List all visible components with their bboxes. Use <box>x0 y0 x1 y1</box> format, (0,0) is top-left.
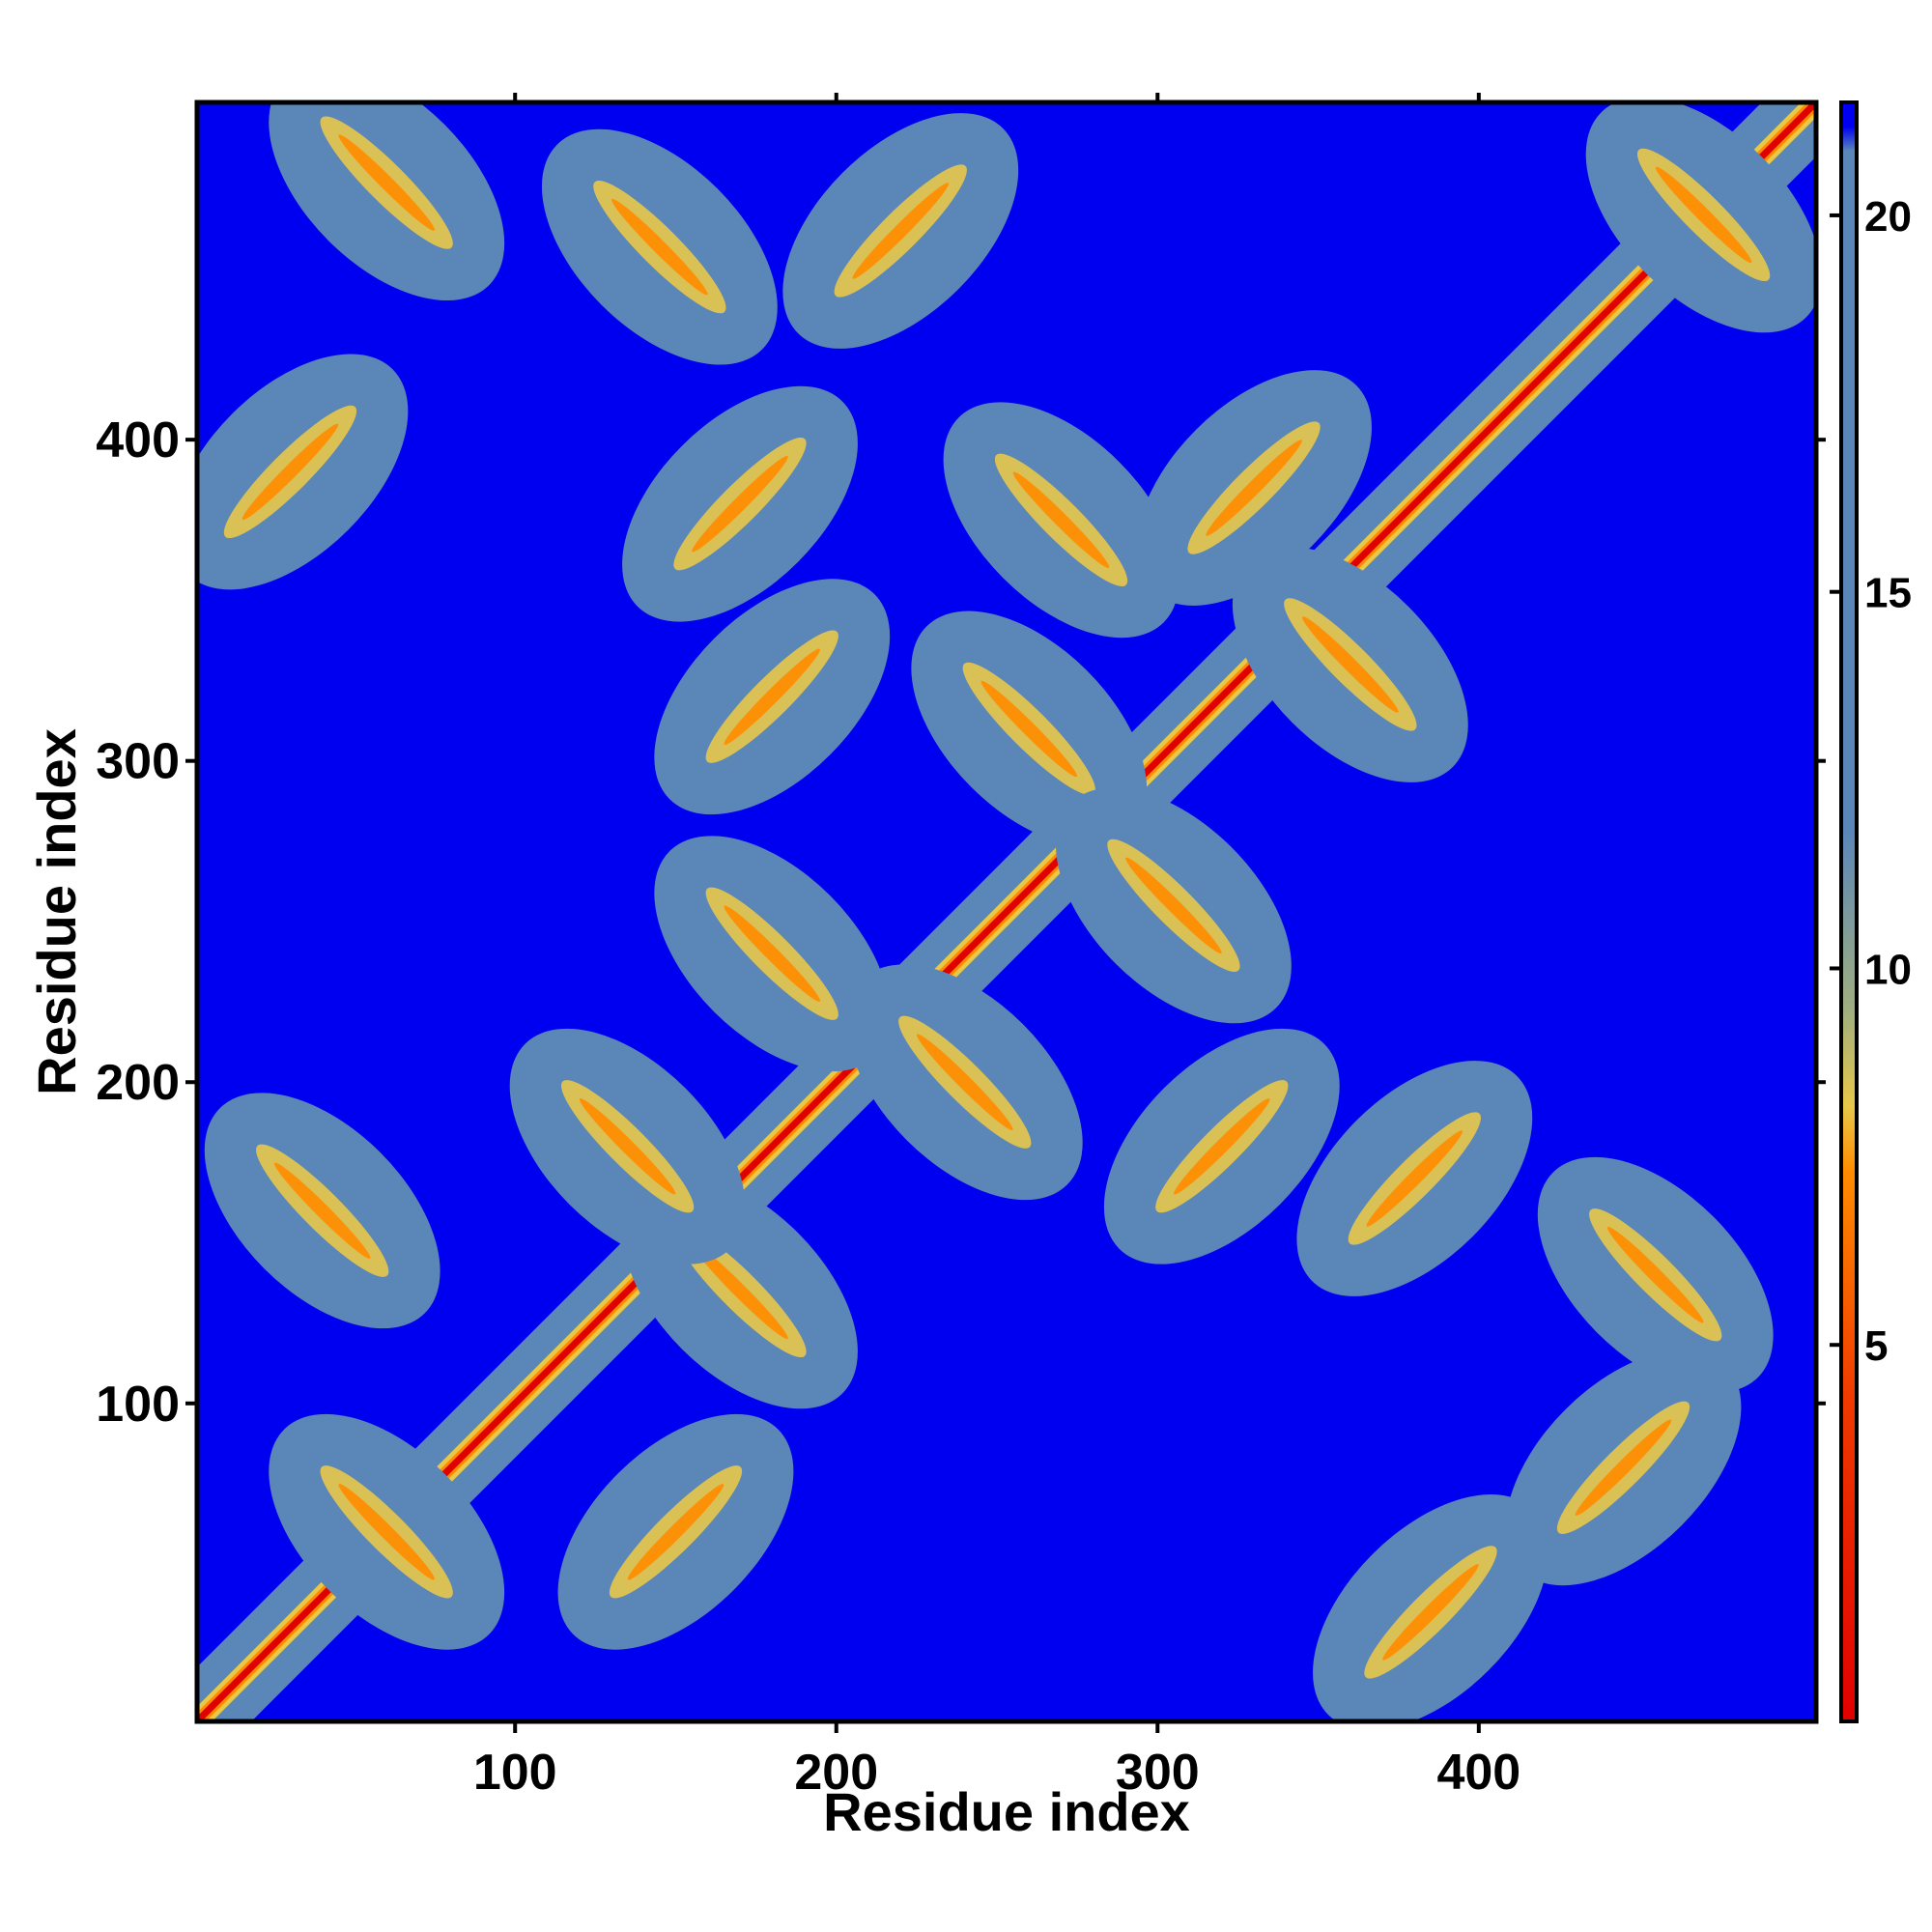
y-tick-label: 100 <box>96 1377 180 1433</box>
contact-feature <box>269 1413 505 1650</box>
contact-core <box>1302 616 1399 713</box>
x-tick-label: 400 <box>1436 1745 1520 1801</box>
contact-feature <box>1136 370 1372 606</box>
contact-feature <box>541 128 778 365</box>
contact-core <box>1655 166 1752 264</box>
contact-core <box>1606 1227 1704 1323</box>
contact-core <box>1174 1098 1270 1195</box>
y-tick-label: 300 <box>96 734 180 790</box>
x-tick-label: 200 <box>794 1745 878 1801</box>
contact-core <box>692 455 788 553</box>
contact-feature <box>654 836 891 1072</box>
x-axis-title: Residue index <box>823 1781 1190 1842</box>
contact-core <box>611 198 708 296</box>
contact-feature <box>269 102 505 301</box>
contact-core <box>917 1034 1013 1130</box>
contact-core <box>1206 440 1302 536</box>
contact-core <box>724 648 820 745</box>
contact-core <box>852 183 950 279</box>
contact-feature <box>1056 787 1292 1024</box>
contact-core <box>338 134 435 231</box>
contact-feature <box>509 1028 746 1264</box>
y-tick-label: 400 <box>96 412 180 469</box>
contact-core <box>980 680 1078 778</box>
contact-feature <box>557 1413 794 1650</box>
colorbar-tick-label: 15 <box>1864 570 1912 617</box>
colorbar-ticks: 5 10 15 20 <box>1830 193 1912 1370</box>
contact-core <box>724 905 820 1002</box>
heatmap-area <box>197 102 1816 1721</box>
contact-core <box>273 1162 371 1260</box>
contact-feature <box>943 402 1179 639</box>
y-tick-label: 200 <box>96 1055 180 1111</box>
x-tick-label: 100 <box>473 1745 557 1801</box>
contact-core <box>1575 1419 1672 1517</box>
contact-core <box>1125 857 1222 954</box>
axes: 100 200 300 400 100 200 300 400 <box>96 93 1826 1801</box>
contact-feature <box>1313 1494 1548 1721</box>
contact-feature <box>911 611 1148 847</box>
contact-feature <box>1585 102 1816 333</box>
contact-core <box>579 1098 676 1195</box>
colorbar-tick-label: 10 <box>1864 946 1912 993</box>
contact-feature <box>1103 1028 1340 1264</box>
heatmap-features <box>197 102 1816 1721</box>
contact-core <box>627 1484 724 1580</box>
y-axis-title: Residue index <box>26 728 87 1095</box>
contact-feature <box>1537 1156 1774 1393</box>
contact-feature <box>1232 547 1468 782</box>
contact-core <box>338 1484 435 1580</box>
contact-core <box>692 1242 788 1340</box>
x-tick-label: 300 <box>1116 1745 1200 1801</box>
colorbar-tick-label: 20 <box>1864 193 1912 241</box>
contact-feature <box>204 1093 440 1329</box>
contact-feature <box>782 113 1019 349</box>
contact-feature <box>1505 1350 1742 1586</box>
colorbar: 5 10 15 20 <box>1830 100 1912 1723</box>
contact-feature <box>846 964 1083 1201</box>
contact-core <box>242 423 339 521</box>
colorbar-tick-label: 5 <box>1864 1322 1888 1370</box>
plot-frame <box>194 99 1819 1724</box>
contact-core <box>1382 1564 1479 1661</box>
contact-feature <box>1296 1061 1533 1296</box>
colorbar-gradient <box>1839 100 1859 1723</box>
contact-feature <box>622 385 858 622</box>
contact-core <box>1366 1130 1463 1227</box>
contact-feature <box>197 354 409 590</box>
contact-core <box>1012 471 1110 569</box>
diagonal-core <box>197 102 1816 1721</box>
contact-feature <box>654 579 891 815</box>
